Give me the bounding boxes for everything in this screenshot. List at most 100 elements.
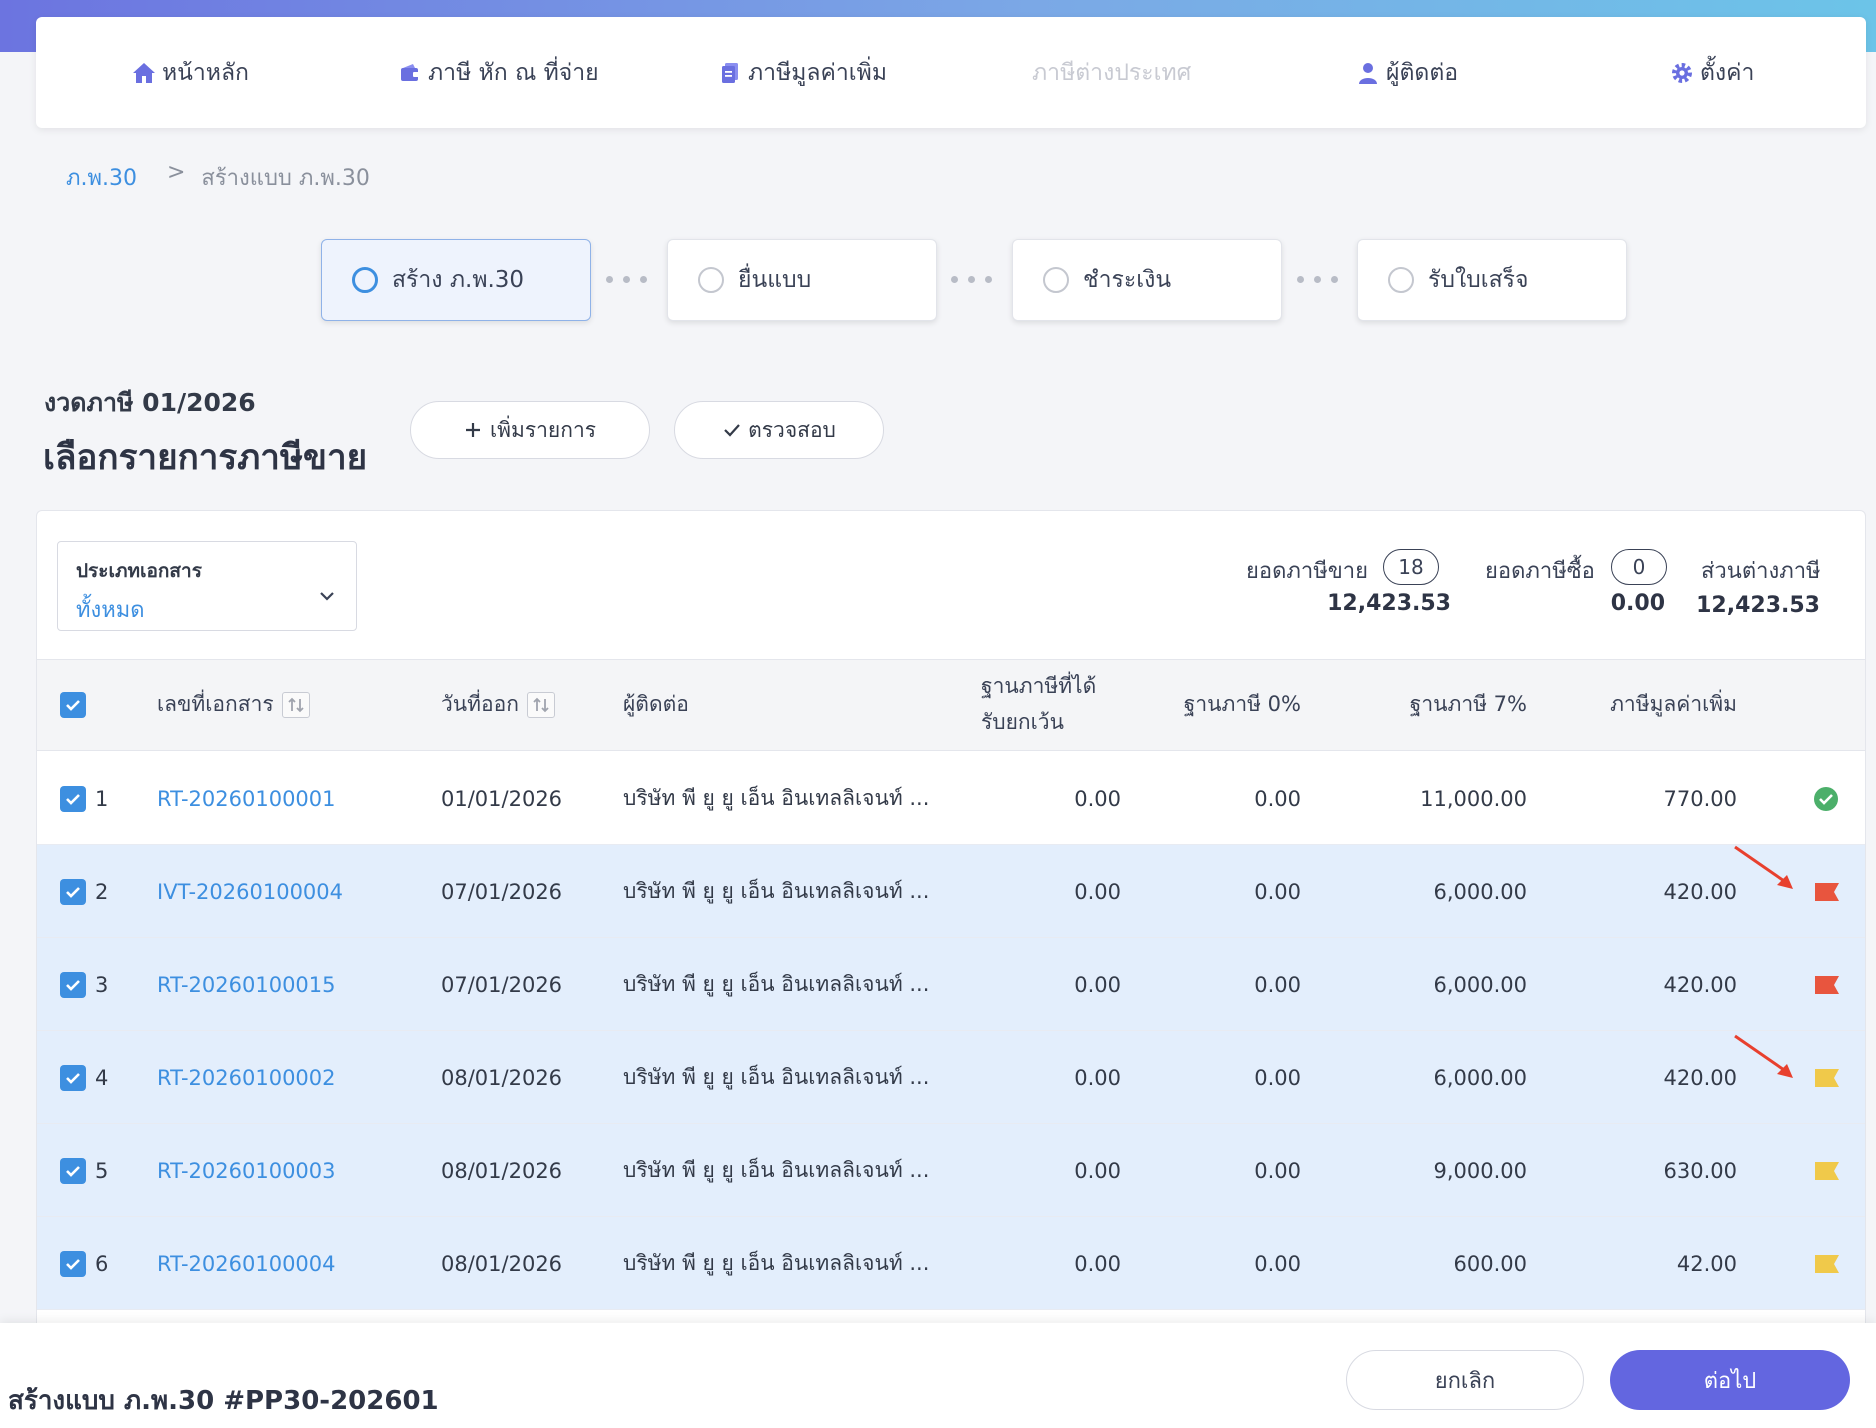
status-flag-icon[interactable] bbox=[1813, 1067, 1841, 1089]
column-date[interactable]: วันที่ออก bbox=[441, 688, 555, 721]
nav-item-settings[interactable]: ตั้งค่า bbox=[1670, 17, 1754, 128]
row-status bbox=[1813, 1124, 1841, 1217]
exempt-base-value: 0.00 bbox=[1074, 786, 1121, 811]
column-base-7: ฐานภาษี 7% bbox=[1409, 692, 1527, 716]
nav-item-contacts[interactable]: ผู้ติดต่อ bbox=[1356, 17, 1458, 128]
next-button[interactable]: ต่อไป bbox=[1610, 1350, 1850, 1410]
vat-value: 420.00 bbox=[1663, 972, 1737, 997]
purchase-tax-label: ยอดภาษีซื้อ bbox=[1485, 559, 1595, 584]
annotation-arrow-icon bbox=[1734, 1034, 1793, 1078]
user-icon bbox=[1359, 62, 1377, 84]
row-status bbox=[1813, 752, 1839, 845]
step-payment: ชำระเงิน bbox=[1012, 239, 1282, 321]
breadcrumb-current: สร้างแบบ ภ.พ.30 bbox=[201, 166, 370, 191]
step-circle-icon bbox=[352, 267, 378, 293]
issue-date: 01/01/2026 bbox=[441, 786, 563, 811]
purchase-tax-total: 0.00 bbox=[1610, 591, 1665, 616]
document-type-select[interactable]: ประเภทเอกสาร ทั้งหมด bbox=[57, 541, 357, 631]
nav-item-foreign-tax: ภาษีต่างประเทศ bbox=[1032, 17, 1191, 128]
sales-tax-table-card: ประเภทเอกสาร ทั้งหมด ยอดภาษีขาย 18 12,42… bbox=[36, 510, 1866, 1350]
base-7-value: 600.00 bbox=[1453, 1251, 1527, 1276]
document-type-label: ประเภทเอกสาร bbox=[76, 560, 202, 582]
document-type-value: ทั้งหมด bbox=[76, 598, 145, 623]
vat-value: 420.00 bbox=[1663, 879, 1737, 904]
issue-date: 08/01/2026 bbox=[441, 1158, 563, 1183]
nav-label-home: หน้าหลัก bbox=[162, 59, 249, 86]
add-item-label: เพิ่มรายการ bbox=[489, 417, 597, 442]
row-checkbox[interactable] bbox=[60, 1031, 86, 1124]
base-7-value: 6,000.00 bbox=[1433, 972, 1527, 997]
vat-value: 630.00 bbox=[1663, 1158, 1737, 1183]
row-checkbox[interactable] bbox=[60, 938, 86, 1031]
row-checkbox[interactable] bbox=[60, 1217, 86, 1310]
base-0-value: 0.00 bbox=[1254, 1158, 1301, 1183]
checkmark-icon bbox=[66, 793, 80, 805]
vat-value: 420.00 bbox=[1663, 1065, 1737, 1090]
base-0-value: 0.00 bbox=[1254, 879, 1301, 904]
row-number: 1 bbox=[95, 786, 109, 811]
status-flag-icon[interactable] bbox=[1813, 974, 1841, 996]
nav-label-vat: ภาษีมูลค่าเพิ่ม bbox=[748, 59, 887, 86]
step-connector bbox=[606, 276, 647, 283]
nav-item-withholding-tax[interactable]: ภาษี หัก ณ ที่จ่าย bbox=[398, 17, 599, 128]
base-7-value: 9,000.00 bbox=[1433, 1158, 1527, 1183]
vat-value: 42.00 bbox=[1676, 1251, 1737, 1276]
verify-button[interactable]: ตรวจสอบ bbox=[674, 401, 884, 459]
doc-number-link[interactable]: RT-20260100004 bbox=[157, 1251, 336, 1276]
contact-name: บริษัท พี ยู ยู เอ็น อินเทลลิเจนท์ ... bbox=[623, 1065, 930, 1089]
sort-icon[interactable] bbox=[526, 691, 555, 718]
row-status bbox=[1813, 1217, 1841, 1310]
row-number: 6 bbox=[95, 1251, 109, 1276]
column-base-0: ฐานภาษี 0% bbox=[1183, 692, 1301, 716]
table-row[interactable]: 6 RT-20260100004 08/01/2026 บริษัท พี ยู… bbox=[37, 1217, 1865, 1310]
checkmark-icon bbox=[66, 979, 80, 991]
row-checkbox[interactable] bbox=[60, 1124, 86, 1217]
step-connector bbox=[951, 276, 992, 283]
sales-tax-total: 12,423.53 bbox=[1327, 591, 1451, 616]
sales-tax-count-badge: 18 bbox=[1383, 549, 1439, 585]
table-row[interactable]: 4 RT-20260100002 08/01/2026 บริษัท พี ยู… bbox=[37, 1031, 1865, 1124]
row-number: 2 bbox=[95, 879, 109, 904]
checkmark-icon bbox=[66, 700, 80, 711]
doc-number-link[interactable]: RT-20260100002 bbox=[157, 1065, 336, 1090]
base-0-value: 0.00 bbox=[1254, 786, 1301, 811]
step-circle-icon bbox=[1388, 267, 1414, 293]
nav-item-home[interactable]: หน้าหลัก bbox=[132, 17, 249, 128]
column-doc-no[interactable]: เลขที่เอกสาร bbox=[157, 688, 310, 721]
cancel-button[interactable]: ยกเลิก bbox=[1346, 1350, 1584, 1410]
sort-icon[interactable] bbox=[281, 691, 310, 718]
doc-number-link[interactable]: RT-20260100001 bbox=[157, 786, 336, 811]
status-flag-icon[interactable] bbox=[1813, 1160, 1841, 1182]
doc-number-link[interactable]: IVT-20260100004 bbox=[157, 879, 344, 904]
row-checkbox[interactable] bbox=[60, 752, 86, 845]
checkmark-icon bbox=[66, 1072, 80, 1084]
nav-label-contacts: ผู้ติดต่อ bbox=[1386, 59, 1459, 86]
status-flag-icon[interactable] bbox=[1813, 881, 1841, 903]
add-item-button[interactable]: เพิ่มรายการ bbox=[410, 401, 650, 459]
column-contact: ผู้ติดต่อ bbox=[623, 692, 689, 716]
contact-name: บริษัท พี ยู ยู เอ็น อินเทลลิเจนท์ ... bbox=[623, 1251, 930, 1275]
nav-item-vat[interactable]: ภาษีมูลค่าเพิ่ม bbox=[718, 17, 887, 128]
doc-number-link[interactable]: RT-20260100015 bbox=[157, 972, 336, 997]
table-row[interactable]: 3 RT-20260100015 07/01/2026 บริษัท พี ยู… bbox=[37, 938, 1865, 1031]
table-row[interactable]: 2 IVT-20260100004 07/01/2026 บริษัท พี ย… bbox=[37, 845, 1865, 938]
table-row[interactable]: 5 RT-20260100003 08/01/2026 บริษัท พี ยู… bbox=[37, 1124, 1865, 1217]
breadcrumb: ภ.พ.30 > สร้างแบบ ภ.พ.30 bbox=[66, 160, 370, 195]
row-number: 3 bbox=[95, 972, 109, 997]
status-flag-icon[interactable] bbox=[1813, 1253, 1841, 1275]
exempt-base-value: 0.00 bbox=[1074, 972, 1121, 997]
step-connector bbox=[1297, 276, 1338, 283]
annotation-arrow-icon bbox=[1734, 845, 1793, 889]
wallet-icon bbox=[401, 63, 419, 81]
column-exempt-line2: รับยกเว้น bbox=[981, 710, 1064, 734]
nav-label-withholding-tax: ภาษี หัก ณ ที่จ่าย bbox=[428, 59, 599, 86]
breadcrumb-root-link[interactable]: ภ.พ.30 bbox=[66, 166, 137, 191]
doc-number-link[interactable]: RT-20260100003 bbox=[157, 1158, 336, 1183]
select-all-checkbox[interactable] bbox=[60, 692, 86, 718]
step-circle-icon bbox=[1043, 267, 1069, 293]
gear-icon bbox=[1672, 62, 1692, 83]
table-row[interactable]: 1 RT-20260100001 01/01/2026 บริษัท พี ยู… bbox=[37, 752, 1865, 845]
base-0-value: 0.00 bbox=[1254, 1065, 1301, 1090]
row-checkbox[interactable] bbox=[60, 845, 86, 938]
nav-label-settings: ตั้งค่า bbox=[1700, 59, 1755, 86]
